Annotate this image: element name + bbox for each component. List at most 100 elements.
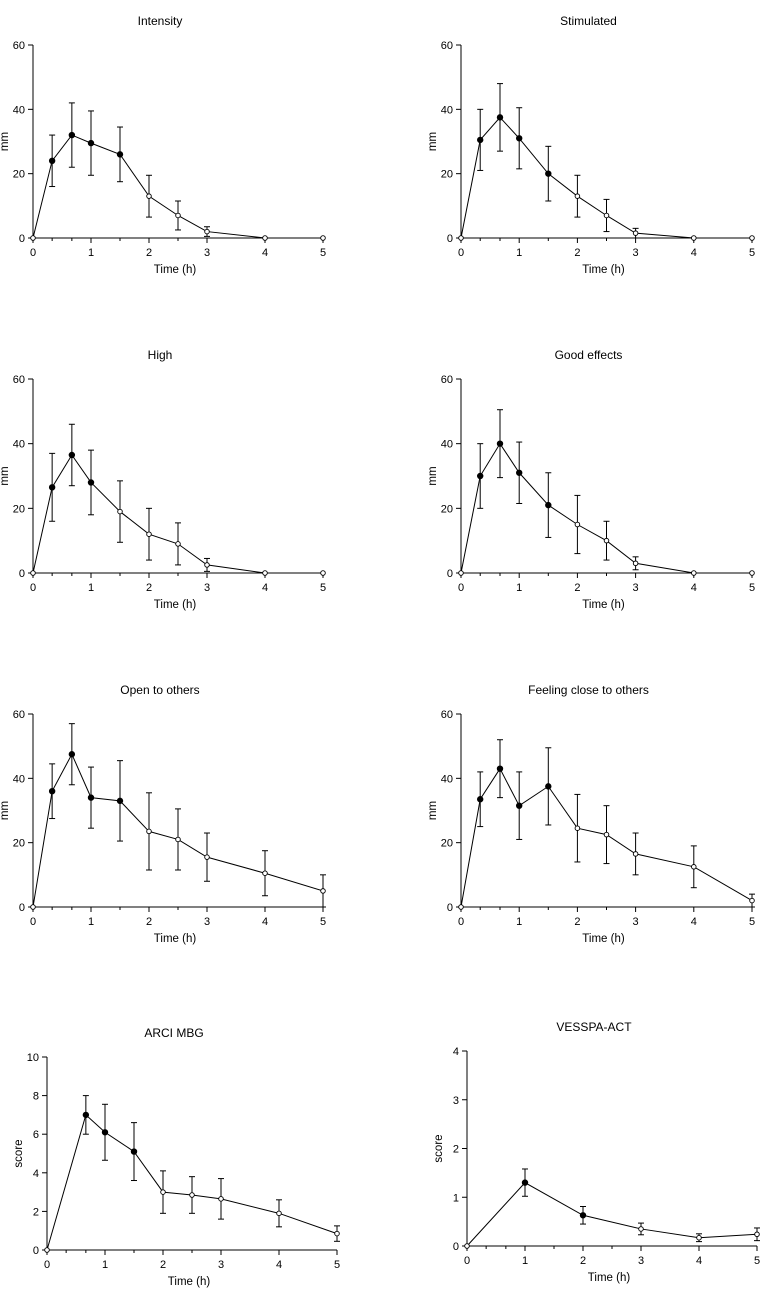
x-tick-label: 5 [320, 582, 326, 594]
x-tick-label: 4 [691, 582, 697, 594]
x-tick-label: 4 [262, 582, 268, 594]
x-tick-label: 1 [88, 247, 94, 259]
data-point [48, 157, 56, 165]
data-point [579, 1212, 587, 1219]
x-tick-label: 1 [88, 916, 94, 928]
chart-panel: Good effects 0 20 40 60 0 1 2 3 4 5 Time (h) mm [427, 348, 755, 611]
data-point [48, 788, 56, 795]
x-tick-label: 3 [633, 582, 639, 594]
y-tick-label: 8 [33, 1091, 39, 1103]
data-point [204, 562, 210, 568]
data-point [320, 888, 326, 894]
data-point [87, 139, 95, 147]
y-axis-label: mm [0, 132, 11, 151]
data-point [754, 1231, 760, 1238]
x-tick-label: 5 [749, 916, 755, 928]
x-tick-label: 4 [691, 247, 697, 259]
x-tick-label: 3 [218, 1259, 224, 1271]
series-line [460, 442, 752, 574]
data-point [82, 1111, 90, 1119]
series-line [460, 767, 753, 908]
x-tick-label: 3 [638, 1255, 644, 1267]
y-tick-label: 60 [441, 40, 453, 52]
y-tick-label: 4 [33, 1168, 39, 1180]
y-tick-label: 6 [33, 1129, 39, 1141]
y-tick-label: 10 [27, 1052, 39, 1064]
x-tick-label: 5 [320, 916, 326, 928]
y-tick-label: 0 [447, 233, 453, 245]
data-point [320, 570, 326, 576]
series-line [32, 454, 323, 574]
chart-title: High [148, 348, 173, 362]
data-point [574, 193, 581, 199]
y-axis-label: mm [427, 801, 439, 820]
data-point [603, 212, 610, 219]
y-tick-label: 3 [453, 1095, 459, 1107]
x-tick-label: 1 [522, 1255, 528, 1267]
x-tick-label: 3 [633, 247, 639, 259]
chart-panel: Stimulated 0 20 40 60 0 1 2 3 4 5 Time (h) mm [427, 14, 755, 276]
x-axis-label: Time (h) [582, 933, 625, 945]
y-tick-label: 2 [33, 1206, 39, 1218]
data-point [116, 151, 124, 158]
data-point [44, 1247, 50, 1253]
x-tick-label: 5 [754, 1255, 760, 1267]
x-tick-label: 0 [458, 916, 464, 928]
x-tick-label: 5 [749, 582, 755, 594]
chart-panel: VESSPA-ACT 0 1 2 3 4 0 1 2 3 4 5 Time (h) score [433, 1020, 760, 1284]
data-point [30, 904, 36, 910]
data-point [516, 135, 523, 142]
x-tick-label: 3 [204, 582, 210, 594]
data-point [262, 870, 268, 876]
data-point [175, 212, 181, 219]
data-point [603, 537, 610, 544]
x-tick-label: 2 [160, 1259, 166, 1271]
data-point [204, 228, 210, 235]
y-tick-label: 4 [453, 1046, 459, 1058]
x-tick-label: 4 [696, 1255, 702, 1267]
chart-title: Open to others [120, 683, 199, 697]
y-tick-label: 1 [453, 1192, 459, 1204]
data-point [175, 836, 181, 843]
x-tick-label: 4 [691, 916, 697, 928]
y-tick-label: 0 [447, 568, 453, 580]
data-point [117, 508, 123, 515]
data-point [574, 521, 581, 528]
y-tick-label: 60 [13, 374, 25, 386]
y-tick-label: 2 [453, 1144, 459, 1156]
chart-panel: Feeling close to others 0 20 40 60 0 1 2 3 4 5 Time… [427, 683, 755, 945]
data-point [696, 1234, 702, 1241]
chart-panel: High 0 20 40 60 0 1 2 3 4 5 Time (h) mm [0, 348, 326, 611]
x-tick-label: 0 [44, 1259, 50, 1271]
data-point [521, 1179, 529, 1186]
y-axis-label: score [13, 1139, 25, 1167]
x-axis-label: Time (h) [588, 1272, 631, 1284]
y-tick-label: 20 [13, 503, 25, 515]
data-point [691, 864, 697, 870]
data-point [175, 541, 181, 547]
data-point [749, 897, 755, 904]
data-point [30, 235, 36, 241]
x-tick-label: 2 [574, 916, 580, 928]
data-point [30, 570, 36, 576]
x-tick-label: 4 [262, 247, 268, 259]
data-point [146, 531, 152, 537]
y-tick-label: 20 [13, 838, 25, 850]
data-point [632, 560, 639, 567]
data-point [458, 570, 464, 576]
x-tick-label: 5 [320, 247, 326, 259]
y-tick-label: 40 [441, 104, 453, 116]
data-point [496, 765, 504, 772]
x-tick-label: 5 [749, 247, 755, 259]
data-point [146, 828, 152, 835]
x-tick-label: 1 [516, 247, 522, 259]
data-point [87, 794, 95, 801]
x-tick-label: 2 [146, 582, 152, 594]
chart-title: Feeling close to others [528, 683, 649, 697]
data-point [691, 235, 697, 241]
data-point [632, 230, 639, 236]
data-point [458, 904, 464, 910]
y-tick-label: 40 [13, 439, 25, 451]
x-tick-label: 5 [334, 1259, 340, 1271]
chart-title: VESSPA-ACT [556, 1020, 632, 1034]
